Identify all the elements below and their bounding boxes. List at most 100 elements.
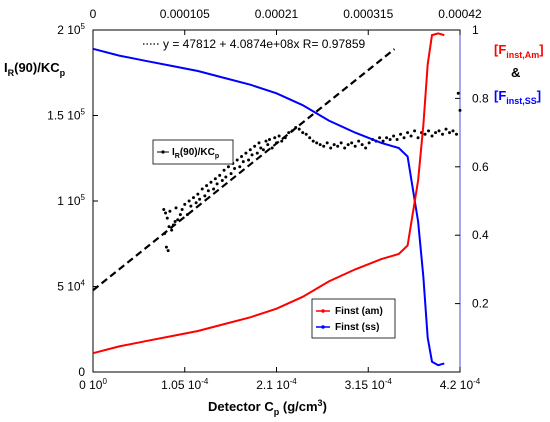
x-axis-bottom-title: Detector Cp (g/cm3) xyxy=(208,398,327,417)
svg-text:IR(90)/KCp: IR(90)/KCp xyxy=(172,147,219,160)
scatter-point xyxy=(381,139,385,143)
scatter-point xyxy=(444,127,448,131)
scatter-point xyxy=(430,134,434,138)
scatter-point xyxy=(173,220,177,224)
scatter-point xyxy=(423,132,427,136)
scatter-point xyxy=(413,129,417,133)
scatter-point xyxy=(294,125,298,129)
bottom-ticks: 0 100 1.05 10-4 2.1 10-4 3.15 10-4 4.2 10-4 xyxy=(79,367,481,392)
scatter-point xyxy=(185,213,189,217)
scatter-point xyxy=(261,148,265,152)
scatter-point xyxy=(456,91,460,95)
scatter-point xyxy=(164,211,168,215)
scatter-point xyxy=(455,132,459,136)
scatter-point xyxy=(170,228,174,232)
scatter-point xyxy=(402,136,406,140)
scatter-point xyxy=(250,153,254,157)
svg-text:&: & xyxy=(511,65,520,80)
scatter-point xyxy=(395,137,399,141)
scatter-point xyxy=(235,158,239,162)
fit-line xyxy=(92,48,396,292)
scatter-point xyxy=(441,132,445,136)
scatter-point xyxy=(416,136,420,140)
scatter-point xyxy=(183,202,187,206)
scatter-point xyxy=(346,143,350,147)
scatter-point xyxy=(240,155,244,159)
scatter-point xyxy=(168,209,172,213)
scatter-point xyxy=(297,127,301,131)
scatter-point xyxy=(198,197,202,201)
bottom-tick-label: 2.1 10-4 xyxy=(256,377,297,392)
right-tick-label: 0.6 xyxy=(472,160,489,174)
fit-equation: y = 47812 + 4.0874e+08x R= 0.97859 xyxy=(163,37,365,51)
scatter-point xyxy=(200,187,204,191)
scatter-point xyxy=(388,137,392,141)
scatter-point xyxy=(259,146,263,150)
scatter-point xyxy=(458,108,462,112)
right-tick-label: 0.2 xyxy=(472,297,489,311)
series-line-finst-ss xyxy=(92,47,445,367)
left-tick-label: 2 105 xyxy=(57,22,85,37)
scatter-point xyxy=(257,141,261,145)
scatter-point xyxy=(385,136,389,140)
scatter-point xyxy=(451,129,455,133)
scatter-point xyxy=(336,144,340,148)
scatter-point xyxy=(301,131,305,135)
scatter-point xyxy=(406,131,410,135)
scatter-point xyxy=(226,165,230,169)
scatter-point xyxy=(350,141,354,145)
scatter-point xyxy=(378,136,382,140)
left-tick-label: 1 105 xyxy=(57,193,85,208)
scatter-point xyxy=(171,223,175,227)
right-ticks: 0.2 0.4 0.6 0.8 1 xyxy=(455,23,489,311)
top-tick-label: 0.000315 xyxy=(343,7,393,21)
left-ticks: 0 5 104 1 105 1.5 105 2 105 xyxy=(47,22,98,379)
scatter-point xyxy=(218,173,222,177)
scatter-point xyxy=(268,137,272,141)
scatter-point xyxy=(325,141,329,145)
scatter-point xyxy=(162,208,166,212)
scatter-point xyxy=(332,143,336,147)
scatter-point xyxy=(229,172,233,176)
scatter-point xyxy=(308,136,312,140)
scatter-point xyxy=(238,165,242,169)
scatter-point xyxy=(448,131,452,135)
scatter-point xyxy=(191,196,195,200)
scatter-point xyxy=(194,201,198,205)
top-tick-label: 0.00021 xyxy=(255,7,299,21)
scatter-point xyxy=(222,168,226,172)
scatter-point xyxy=(339,141,343,145)
right-tick-label: 0.4 xyxy=(472,228,489,242)
scatter-point xyxy=(247,158,251,162)
bottom-tick-label: 1.05 10-4 xyxy=(161,377,209,392)
scatter-point xyxy=(176,218,180,222)
right-tick-label: 1 xyxy=(472,23,479,37)
scatter-point xyxy=(163,231,167,235)
y-axis-right-title: [Finst,Am] & [Finst,SS] xyxy=(494,42,544,106)
scatter-point xyxy=(329,146,333,150)
scatter-point xyxy=(367,141,371,145)
scatter-point xyxy=(187,199,191,203)
series-line-finst-am xyxy=(92,32,445,355)
scatter-point xyxy=(164,245,168,249)
scatter-point xyxy=(165,216,169,220)
scatter-point xyxy=(364,146,368,150)
scatter-point xyxy=(360,143,364,147)
scatter-point xyxy=(244,151,248,155)
scatter-point xyxy=(205,184,209,188)
scatter-point xyxy=(353,144,357,148)
scatter-point xyxy=(280,139,284,143)
scatter-point xyxy=(180,208,184,212)
scatter-point xyxy=(275,141,278,145)
bottom-tick-label: 0 100 xyxy=(79,377,107,392)
scatter-point xyxy=(357,139,361,143)
scatter-point xyxy=(318,143,322,147)
left-tick-label: 1.5 105 xyxy=(47,108,85,123)
scatter-point xyxy=(189,204,193,208)
scatter-point xyxy=(264,139,268,143)
scatter-point xyxy=(434,131,438,135)
legend-series: Finst (am) Finst (ss) xyxy=(311,298,396,339)
legend-label-finst-am: Finst (am) xyxy=(335,306,383,317)
scatter-point xyxy=(178,213,182,217)
